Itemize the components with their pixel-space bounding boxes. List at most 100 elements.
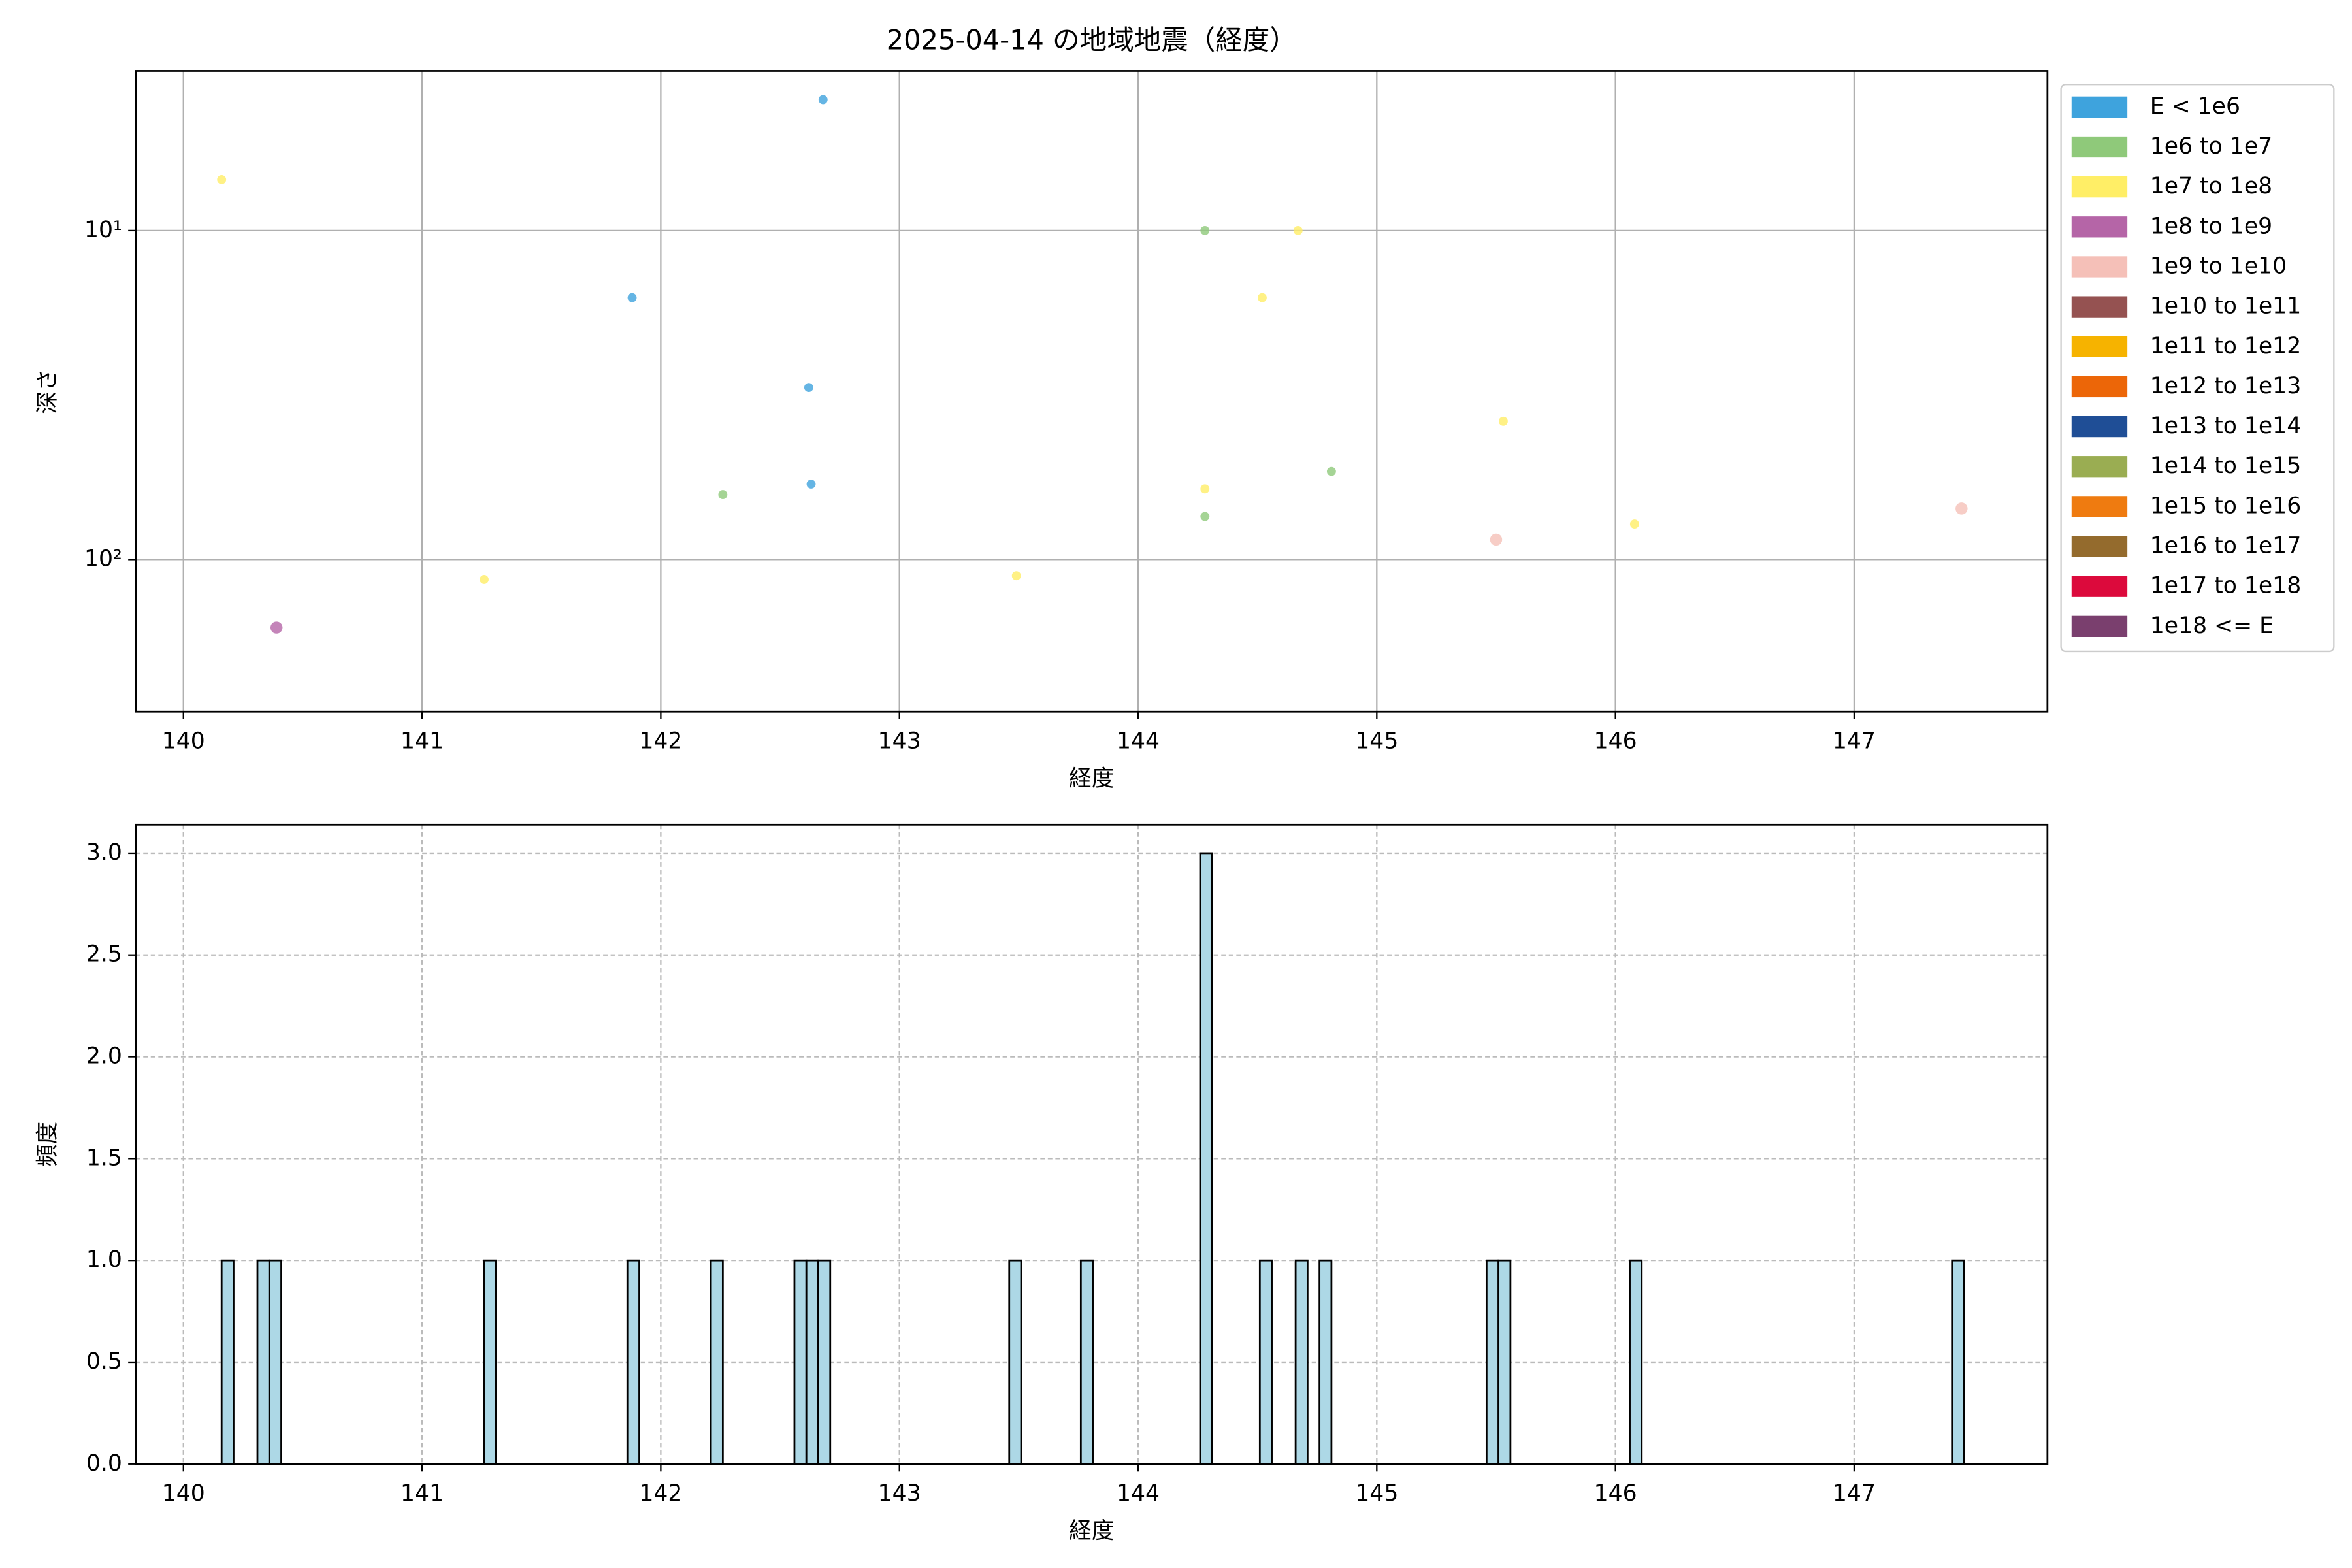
scatter-point	[270, 621, 283, 634]
histogram-bar	[1485, 1259, 1500, 1465]
legend: E < 1e6 1e6 to 1e7 1e7 to 1e8 1e8 to 1e9 1e9…	[2060, 84, 2335, 653]
legend-label: E < 1e6	[2150, 93, 2240, 120]
histogram-bar	[268, 1259, 282, 1465]
legend-label: 1e14 to 1e15	[2150, 453, 2301, 479]
histogram-bar	[1497, 1259, 1512, 1465]
legend-label: 1e13 to 1e14	[2150, 413, 2301, 439]
y-tick-label: 3.0	[86, 840, 122, 866]
legend-label: 1e12 to 1e13	[2150, 373, 2301, 399]
legend-swatch	[2071, 376, 2128, 398]
scatter-point	[217, 174, 227, 184]
y-tick-label: 2.5	[86, 941, 122, 968]
x-tick-label: 141	[400, 1480, 444, 1507]
histogram-bar	[483, 1259, 497, 1465]
histogram-bar	[805, 1259, 819, 1465]
y-axis-label: 頻度	[35, 1122, 61, 1167]
scatter-point	[818, 95, 828, 105]
x-tick-label: 146	[1594, 1480, 1637, 1507]
x-tick-label: 147	[1833, 728, 1876, 754]
scatter-point	[1499, 416, 1508, 426]
x-tick-label: 141	[400, 728, 444, 754]
legend-label: 1e18 <= E	[2150, 613, 2274, 639]
legend-swatch	[2071, 96, 2128, 118]
legend-swatch	[2071, 256, 2128, 278]
legend-label: 1e7 to 1e8	[2150, 173, 2272, 199]
legend-swatch	[2071, 536, 2128, 557]
x-axis-label: 経度	[1069, 1518, 1114, 1544]
legend-label: 1e17 to 1e18	[2150, 573, 2301, 599]
histogram-bar	[710, 1259, 724, 1465]
y-tick-label: 1.5	[86, 1145, 122, 1171]
y-tick-label: 0.0	[86, 1450, 122, 1477]
y-axis-label: 深さ	[35, 368, 61, 414]
scatter-point	[1011, 571, 1021, 581]
histogram-bar	[220, 1259, 235, 1465]
legend-box	[2060, 84, 2335, 653]
legend-label: 1e10 to 1e11	[2150, 293, 2301, 319]
histogram-bar	[1318, 1259, 1333, 1465]
legend-swatch	[2071, 136, 2128, 158]
histogram-bar	[626, 1259, 640, 1465]
legend-swatch	[2071, 296, 2128, 318]
legend-label: 1e15 to 1e16	[2150, 493, 2301, 519]
y-tick-label: 10¹	[84, 217, 122, 243]
scatter-point	[1955, 502, 1968, 515]
x-tick-label: 144	[1117, 728, 1160, 754]
histogram-bar	[1008, 1259, 1022, 1465]
scatter-point	[1490, 533, 1503, 546]
x-tick-label: 142	[639, 1480, 682, 1507]
histogram-bar	[1629, 1259, 1643, 1465]
y-tick-label: 2.0	[86, 1043, 122, 1070]
legend-swatch	[2071, 456, 2128, 478]
scatter-point	[1200, 484, 1210, 494]
legend-label: 1e9 to 1e10	[2150, 253, 2287, 279]
histogram-bar	[1258, 1259, 1273, 1465]
scatter-point	[1293, 225, 1303, 235]
x-tick-label: 147	[1833, 1480, 1876, 1507]
histogram-bar	[1951, 1259, 1965, 1465]
legend-swatch	[2071, 576, 2128, 597]
legend-swatch	[2071, 416, 2128, 438]
y-tick-label: 0.5	[86, 1348, 122, 1375]
legend-swatch	[2071, 336, 2128, 357]
legend-swatch	[2071, 176, 2128, 198]
histogram-bar	[793, 1259, 808, 1465]
histogram-bar	[817, 1259, 832, 1465]
scatter-point	[1200, 512, 1210, 521]
x-tick-label: 145	[1355, 728, 1398, 754]
histogram-bar	[256, 1259, 270, 1465]
scatter-point	[1326, 466, 1336, 476]
scatter-point	[480, 575, 489, 584]
histogram-bar	[1199, 852, 1213, 1465]
y-tick-label: 10²	[84, 546, 122, 572]
legend-label: 1e16 to 1e17	[2150, 533, 2301, 559]
scatter-point	[718, 490, 728, 500]
scatter-point	[804, 383, 813, 393]
legend-label: 1e11 to 1e12	[2150, 333, 2301, 359]
legend-label: 1e8 to 1e9	[2150, 213, 2272, 239]
legend-swatch	[2071, 615, 2128, 637]
legend-swatch	[2071, 216, 2128, 238]
x-tick-label: 142	[639, 728, 682, 754]
scatter-point	[1629, 519, 1639, 529]
x-tick-label: 140	[162, 728, 205, 754]
chart-title: 2025-04-14 の地域地震（経度）	[887, 24, 1297, 56]
x-axis-label: 経度	[1069, 766, 1114, 792]
scatter-point	[806, 480, 816, 489]
plot-frame	[135, 70, 2049, 713]
legend-swatch	[2071, 496, 2128, 517]
scatter-point	[627, 293, 637, 302]
histogram-bar	[1079, 1259, 1094, 1465]
scatter-point	[1200, 225, 1210, 235]
x-tick-label: 144	[1117, 1480, 1160, 1507]
y-tick-label: 1.0	[86, 1247, 122, 1273]
x-tick-label: 143	[878, 728, 921, 754]
histogram-bar	[1294, 1259, 1309, 1465]
x-tick-label: 146	[1594, 728, 1637, 754]
scatter-point	[1258, 293, 1267, 302]
x-tick-label: 140	[162, 1480, 205, 1507]
x-tick-label: 143	[878, 1480, 921, 1507]
x-tick-label: 145	[1355, 1480, 1398, 1507]
legend-label: 1e6 to 1e7	[2150, 133, 2272, 159]
